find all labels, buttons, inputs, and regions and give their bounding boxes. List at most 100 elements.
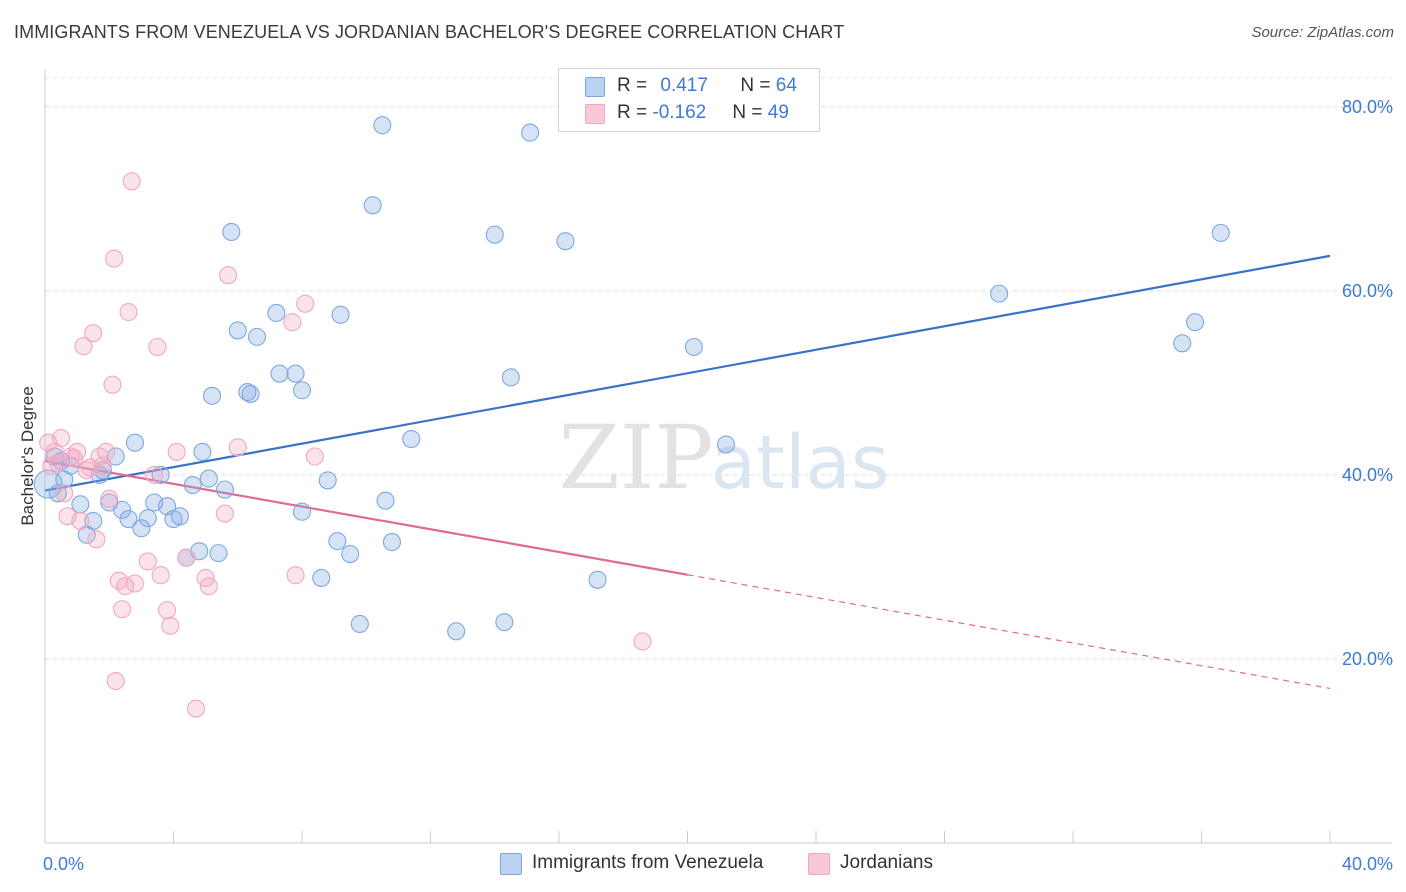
venezuela-point (373, 116, 392, 135)
venezuela-point (501, 368, 520, 387)
chart-title: IMMIGRANTS FROM VENEZUELA VS JORDANIAN B… (14, 22, 845, 42)
jordanian-point (113, 600, 132, 619)
jordanians-legend-swatch (808, 853, 830, 875)
jordanian-point (61, 447, 80, 466)
venezuela-point (125, 433, 144, 452)
venezuela-point (215, 480, 234, 499)
venezuela-point (1186, 313, 1205, 332)
jordanians-r-value: -0.162 (652, 102, 707, 123)
venezuela-point (1211, 223, 1230, 242)
venezuela-point (241, 384, 260, 403)
y-tick-label: 40.0% (1342, 465, 1393, 485)
jordanian-point (84, 324, 103, 343)
jordanian-point (119, 302, 138, 322)
jordanian-point (96, 442, 116, 461)
y-tick-label: 80.0% (1342, 97, 1393, 117)
venezuela-point (292, 502, 312, 521)
jordanian-point (71, 511, 90, 530)
venezuela-point (312, 568, 331, 588)
venezuela-point (170, 507, 189, 526)
jordanian-point (87, 530, 106, 549)
venezuela-point (990, 284, 1009, 303)
jordanian-point (148, 337, 167, 357)
venezuela-point (183, 475, 202, 495)
watermark-zip: ZIP (558, 406, 713, 509)
venezuela-point (1173, 334, 1192, 353)
jordanian-point (106, 671, 125, 691)
jordanian-point (161, 616, 180, 635)
venezuela-point (331, 305, 350, 324)
y-tick-label: 20.0% (1342, 649, 1393, 669)
venezuela-point (556, 232, 575, 251)
venezuela-point (33, 469, 63, 499)
jordanian-point (74, 337, 93, 356)
venezuela-point (113, 500, 132, 519)
venezuela-legend-swatch (500, 853, 522, 875)
source-credit: Source: ZipAtlas.com (1251, 24, 1394, 41)
jordanian-point (68, 442, 87, 461)
venezuela-point (71, 495, 90, 514)
venezuela-point (119, 510, 138, 529)
venezuela-point (209, 544, 228, 563)
venezuela-point (363, 196, 382, 215)
jordanian-point (122, 172, 141, 191)
venezuela-point (382, 533, 402, 552)
venezuela-point (684, 337, 703, 357)
jordanian-point (158, 601, 177, 620)
jordanian-point (145, 465, 164, 484)
jordanian-point (305, 447, 324, 466)
jordanian-point (138, 552, 157, 571)
x-tick-label: 0.0% (43, 854, 84, 874)
venezuela-point (318, 471, 337, 490)
jordanians-n-value: 49 (767, 102, 789, 123)
trend-line-1 (44, 460, 688, 576)
venezuela-point (286, 364, 305, 383)
jordanian-point (125, 574, 144, 593)
y-tick-label: 60.0% (1342, 281, 1393, 301)
venezuela-point (247, 327, 267, 346)
jordanian-point (100, 489, 119, 508)
venezuela-point (203, 386, 222, 405)
axes (44, 70, 1392, 844)
tick-labels: 20.0% 40.0% 60.0% 80.0% 0.0% 40.0% (43, 97, 1393, 874)
venezuela-n-value: 64 (775, 75, 797, 96)
jordanian-point (151, 566, 170, 585)
venezuela-point (521, 123, 540, 142)
jordanian-point (219, 266, 238, 285)
venezuela-point (485, 225, 504, 244)
venezuela-point (447, 622, 466, 641)
jordanian-point (55, 484, 74, 503)
venezuela-point (402, 429, 421, 449)
venezuela-point (341, 544, 360, 564)
trend-line-0 (44, 254, 1331, 492)
jordanian-point (228, 438, 247, 457)
venezuela-point (238, 383, 257, 402)
jordanian-point (296, 294, 315, 313)
jordanian-point (52, 429, 71, 448)
x-tick-label: 40.0% (1342, 854, 1393, 874)
watermark: ZIP atlas (558, 406, 889, 509)
venezuela-point (222, 222, 241, 242)
jordanian-point (93, 456, 112, 475)
venezuela-r-value: 0.417 (660, 75, 708, 96)
jordanians-swatch (585, 104, 605, 124)
watermark-atlas: atlas (711, 420, 890, 506)
trend-lines (44, 254, 1331, 689)
venezuela-point (588, 570, 607, 589)
jordanian-point (105, 249, 124, 268)
stats-legend: R = 0.417 N = 64 R = -0.162 N = 49 (558, 68, 820, 132)
venezuela-point (193, 442, 212, 461)
jordanian-point (215, 504, 234, 523)
venezuela-point (292, 381, 312, 400)
data-points (33, 116, 1230, 718)
trend-line-dashed-1 (687, 574, 1331, 689)
jordanian-point (633, 632, 652, 651)
venezuela-point (151, 465, 170, 484)
venezuela-point (270, 364, 289, 383)
jordanian-point (167, 442, 186, 461)
venezuela-point (228, 321, 247, 340)
venezuela-point (716, 435, 736, 454)
venezuela-point (495, 613, 514, 632)
venezuela-point (328, 532, 347, 551)
